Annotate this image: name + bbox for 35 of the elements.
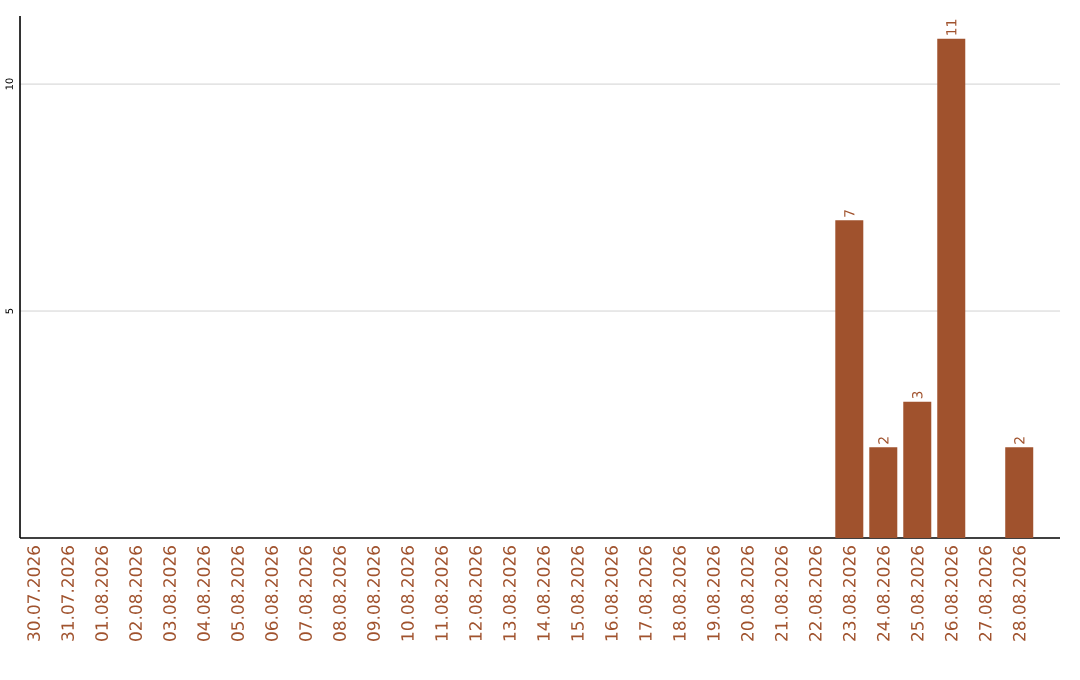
x-tick-label: 23.08.2026 <box>842 546 856 641</box>
x-tick-label: 05.08.2026 <box>231 546 244 641</box>
x-tick-label: 31.07.2026 <box>61 546 75 641</box>
x-tick-label: 12.08.2026 <box>469 546 482 641</box>
x-tick-label: 13.08.2026 <box>503 546 516 641</box>
x-tick-label: 11.08.2026 <box>435 546 448 641</box>
x-tick-label: 07.08.2026 <box>299 546 312 641</box>
bar <box>1005 447 1034 538</box>
x-tick-label: 21.08.2026 <box>774 546 788 641</box>
x-tick-label: 28.08.2026 <box>1012 546 1026 641</box>
x-tick-label: 03.08.2026 <box>163 546 176 641</box>
bar <box>835 220 864 538</box>
x-tick-label: 02.08.2026 <box>129 546 142 641</box>
bar <box>937 38 966 538</box>
x-tick-label: 19.08.2026 <box>706 546 720 641</box>
x-tick-label: 14.08.2026 <box>537 546 550 641</box>
x-tick-label: 09.08.2026 <box>367 546 380 641</box>
x-tick-label: 18.08.2026 <box>672 546 686 641</box>
x-tick-label: 01.08.2026 <box>95 546 108 641</box>
x-tick-label: 17.08.2026 <box>638 546 652 641</box>
x-tick-label: 24.08.2026 <box>876 546 890 641</box>
x-tick-label: 20.08.2026 <box>740 546 754 641</box>
x-tick-label: 16.08.2026 <box>604 546 618 641</box>
x-tick-label: 04.08.2026 <box>197 546 210 641</box>
x-tick-label: 22.08.2026 <box>808 546 822 641</box>
x-tick-label: 25.08.2026 <box>910 546 924 641</box>
bar <box>869 447 898 538</box>
x-tick-label: 30.07.2026 <box>27 546 41 641</box>
x-tick-label: 10.08.2026 <box>401 546 414 641</box>
x-tick-label: 06.08.2026 <box>265 546 278 641</box>
bar <box>903 401 932 538</box>
x-tick-label: 26.08.2026 <box>944 546 958 641</box>
x-tick-label: 08.08.2026 <box>333 546 346 641</box>
x-tick-label: 27.08.2026 <box>978 546 992 641</box>
x-tick-label: 15.08.2026 <box>571 546 584 641</box>
